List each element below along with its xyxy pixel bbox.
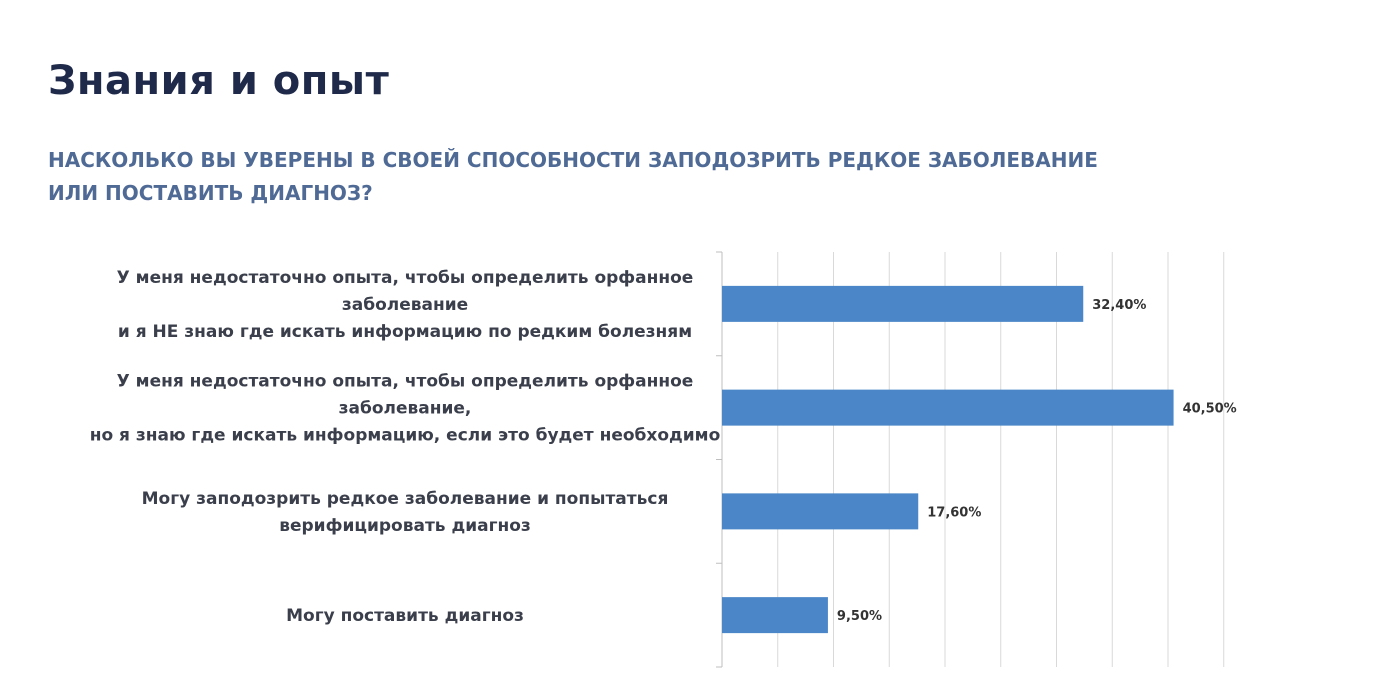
bar (722, 285, 1084, 322)
category-label: верифицировать диагноз (279, 516, 531, 536)
category-label: Могу поставить диагноз (286, 606, 524, 626)
category-label: но я знаю где искать информацию, если эт… (90, 426, 721, 446)
chart-question: НАСКОЛЬКО ВЫ УВЕРЕНЫ В СВОЕЙ СПОСОБНОСТИ… (48, 144, 1288, 210)
category-label: У меня недостаточно опыта, чтобы определ… (117, 268, 694, 288)
bar (722, 493, 919, 530)
category-label: Могу заподозрить редкое заболевание и по… (142, 489, 669, 509)
chart-question-line-1: НАСКОЛЬКО ВЫ УВЕРЕНЫ В СВОЕЙ СПОСОБНОСТИ… (48, 148, 1098, 172)
bar (722, 597, 828, 634)
category-label: заболевание (342, 295, 468, 315)
bar (722, 389, 1174, 426)
category-label: заболевание, (339, 399, 472, 419)
data-label: 17,60% (927, 505, 981, 520)
chart-question-line-2: ИЛИ ПОСТАВИТЬ ДИАГНОЗ? (48, 181, 373, 205)
category-label: и я НЕ знаю где искать информацию по ред… (118, 322, 692, 342)
data-label: 40,50% (1183, 402, 1237, 417)
category-label: У меня недостаточно опыта, чтобы определ… (117, 372, 694, 392)
page-title: Знания и опыт (48, 58, 390, 104)
data-label: 9,50% (837, 609, 882, 624)
data-label: 32,40% (1092, 298, 1146, 313)
